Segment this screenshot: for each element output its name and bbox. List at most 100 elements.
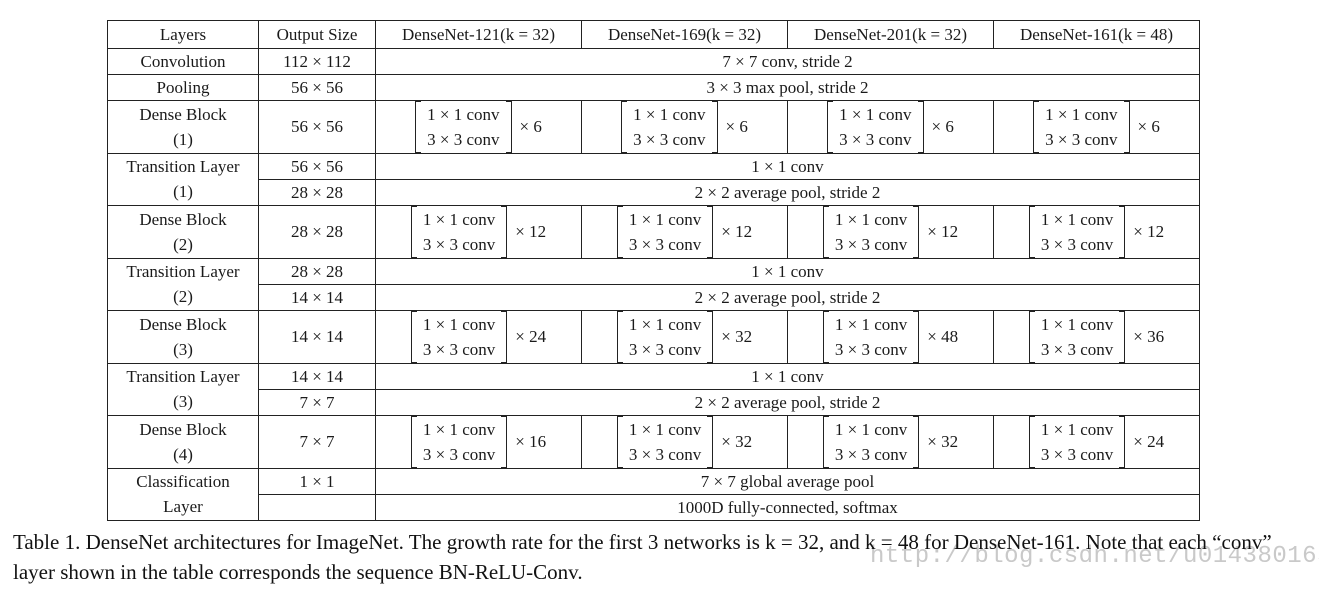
transition-layer-2-row-a: Transition Layer 28 × 28 1 × 1 conv (107, 258, 1200, 285)
layer-name-line2: (4) (173, 445, 193, 464)
conv-line-3x3: 3 × 3 conv (422, 340, 496, 359)
densenet-architecture-table: Layers Output Size DenseNet-121(k = 32) … (107, 20, 1200, 521)
layer-description: 1000D fully-connected, softmax (375, 494, 1200, 521)
conv-bracket: 1 × 1 conv 3 × 3 conv (1028, 206, 1126, 258)
conv-bracket: 1 × 1 conv 3 × 3 conv (616, 206, 714, 258)
conv-line-3x3: 3 × 3 conv (1040, 235, 1114, 254)
block-cell-161: 1 × 1 conv 3 × 3 conv × 36 (993, 310, 1200, 364)
block-cell-121: 1 × 1 conv 3 × 3 conv × 24 (375, 310, 582, 364)
layer-name: Dense Block (1) (107, 100, 259, 154)
header-row: Layers Output Size DenseNet-121(k = 32) … (107, 20, 1200, 49)
layer-description: 7 × 7 conv, stride 2 (375, 48, 1200, 75)
transition-layer-3-row-a: Transition Layer 14 × 14 1 × 1 conv (107, 363, 1200, 390)
layer-name-line1: Transition Layer (107, 258, 259, 285)
dense-block-3-row: Dense Block (3) 14 × 14 1 × 1 conv 3 × 3 c… (107, 310, 1200, 364)
layer-description: 7 × 7 global average pool (375, 468, 1200, 495)
output-size: 112 × 112 (258, 48, 376, 75)
layer-name-line1: Dense Block (139, 210, 227, 229)
header-densenet-169: DenseNet-169(k = 32) (581, 20, 788, 49)
conv-bracket: 1 × 1 conv 3 × 3 conv (621, 101, 718, 153)
conv-line-1x1: 1 × 1 conv (628, 420, 702, 439)
layer-name-line2: (2) (107, 284, 259, 311)
convolution-row: Convolution 112 × 112 7 × 7 conv, stride… (107, 48, 1200, 75)
repeat-count: × 16 (515, 432, 547, 451)
block-cell-201: 1 × 1 conv 3 × 3 conv × 6 (787, 100, 994, 154)
conv-line-1x1: 1 × 1 conv (628, 210, 702, 229)
repeat-count: × 48 (927, 327, 959, 346)
repeat-count: × 32 (927, 432, 959, 451)
repeat-count: × 6 (1137, 117, 1160, 136)
block-cell-169: 1 × 1 conv 3 × 3 conv × 12 (581, 205, 788, 259)
block-cell-161: 1 × 1 conv 3 × 3 conv × 24 (993, 415, 1200, 469)
output-size: 14 × 14 (258, 310, 376, 364)
dense-block-4-row: Dense Block (4) 7 × 7 1 × 1 conv 3 × 3 con… (107, 415, 1200, 469)
repeat-count: × 24 (515, 327, 547, 346)
layer-description: 3 × 3 max pool, stride 2 (375, 74, 1200, 101)
dense-block-1-row: Dense Block (1) 56 × 56 1 × 1 conv 3 × 3 c… (107, 100, 1200, 154)
layer-name-line1: Dense Block (139, 420, 227, 439)
layer-name: Dense Block (2) (107, 205, 259, 259)
conv-line-1x1: 1 × 1 conv (1040, 420, 1114, 439)
conv-line-3x3: 3 × 3 conv (633, 130, 706, 149)
output-size: 28 × 28 (258, 205, 376, 259)
conv-line-1x1: 1 × 1 conv (633, 105, 706, 124)
conv-bracket: 1 × 1 conv 3 × 3 conv (822, 206, 920, 258)
output-size: 56 × 56 (258, 153, 376, 180)
layer-description: 2 × 2 average pool, stride 2 (375, 284, 1200, 311)
conv-line-1x1: 1 × 1 conv (422, 420, 496, 439)
block-cell-169: 1 × 1 conv 3 × 3 conv × 32 (581, 310, 788, 364)
layer-name-line1: Dense Block (139, 315, 227, 334)
header-layers: Layers (107, 20, 259, 49)
output-size: 1 × 1 (258, 468, 376, 495)
layer-name-line1: Classification (107, 468, 259, 495)
pooling-row: Pooling 56 × 56 3 × 3 max pool, stride 2 (107, 74, 1200, 101)
conv-line-1x1: 1 × 1 conv (628, 315, 702, 334)
conv-line-1x1: 1 × 1 conv (834, 315, 908, 334)
repeat-count: × 36 (1133, 327, 1165, 346)
conv-bracket: 1 × 1 conv 3 × 3 conv (1028, 311, 1126, 363)
conv-line-1x1: 1 × 1 conv (1045, 105, 1118, 124)
repeat-count: × 12 (927, 222, 959, 241)
repeat-count: × 6 (725, 117, 748, 136)
repeat-count: × 6 (519, 117, 542, 136)
layer-name-line2: (3) (173, 340, 193, 359)
layer-name: Dense Block (4) (107, 415, 259, 469)
transition-layer-1-row-b: (1) 28 × 28 2 × 2 average pool, stride 2 (107, 179, 1200, 206)
repeat-count: × 12 (721, 222, 753, 241)
layer-name-line1: Transition Layer (107, 363, 259, 390)
conv-line-3x3: 3 × 3 conv (628, 235, 702, 254)
output-size-empty (258, 494, 376, 521)
output-size: 28 × 28 (258, 179, 376, 206)
layer-name: Pooling (107, 74, 259, 101)
layer-description: 1 × 1 conv (375, 363, 1200, 390)
conv-line-1x1: 1 × 1 conv (422, 315, 496, 334)
conv-line-3x3: 3 × 3 conv (1040, 445, 1114, 464)
conv-line-1x1: 1 × 1 conv (839, 105, 912, 124)
repeat-count: × 24 (1133, 432, 1165, 451)
output-size: 14 × 14 (258, 363, 376, 390)
output-size: 56 × 56 (258, 74, 376, 101)
repeat-count: × 12 (515, 222, 547, 241)
layer-name-line1: Dense Block (139, 105, 227, 124)
transition-layer-1-row-a: Transition Layer 56 × 56 1 × 1 conv (107, 153, 1200, 180)
block-cell-201: 1 × 1 conv 3 × 3 conv × 12 (787, 205, 994, 259)
classification-row-b: Layer 1000D fully-connected, softmax (107, 494, 1200, 521)
repeat-count: × 32 (721, 432, 753, 451)
table-caption: Table 1. DenseNet architectures for Imag… (13, 530, 1272, 584)
output-size: 7 × 7 (258, 389, 376, 416)
conv-line-1x1: 1 × 1 conv (1040, 210, 1114, 229)
conv-bracket: 1 × 1 conv 3 × 3 conv (415, 101, 512, 153)
conv-line-3x3: 3 × 3 conv (1040, 340, 1114, 359)
conv-line-1x1: 1 × 1 conv (1040, 315, 1114, 334)
transition-layer-2-row-b: (2) 14 × 14 2 × 2 average pool, stride 2 (107, 284, 1200, 311)
header-densenet-161: DenseNet-161(k = 48) (993, 20, 1200, 49)
conv-bracket: 1 × 1 conv 3 × 3 conv (616, 416, 714, 468)
block-cell-201: 1 × 1 conv 3 × 3 conv × 48 (787, 310, 994, 364)
block-cell-161: 1 × 1 conv 3 × 3 conv × 6 (993, 100, 1200, 154)
classification-row-a: Classification 1 × 1 7 × 7 global averag… (107, 468, 1200, 495)
block-cell-201: 1 × 1 conv 3 × 3 conv × 32 (787, 415, 994, 469)
output-size: 56 × 56 (258, 100, 376, 154)
header-output-size: Output Size (258, 20, 376, 49)
watermark-url: http://blog.csdn.net/u014380165 (870, 543, 1319, 570)
output-size: 14 × 14 (258, 284, 376, 311)
